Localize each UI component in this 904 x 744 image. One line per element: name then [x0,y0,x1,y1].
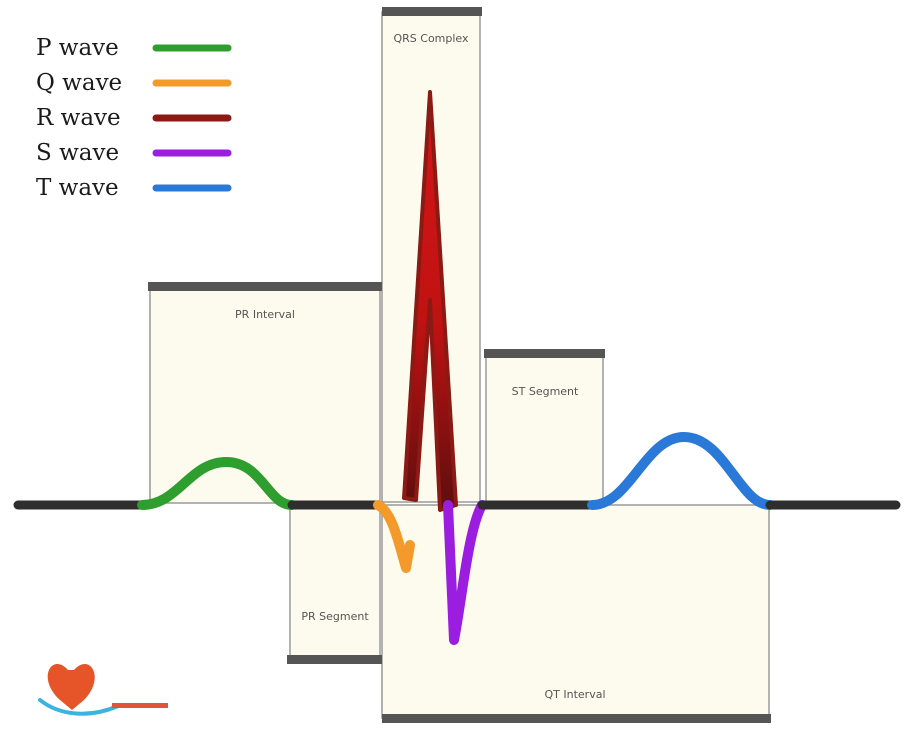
q-wave [373,500,415,573]
legend: P wave Q wave R wave S wave T wave [36,35,232,201]
heart-logo-icon [38,663,168,716]
r-wave [402,90,458,512]
legend-label-s: S wave [36,140,119,166]
ecg-trace [13,90,901,645]
pr-interval-box [149,284,381,504]
legend-label-q: Q wave [36,70,122,96]
st-segment-bar [484,349,605,358]
interval-labels: QRS Complex PR Interval ST Segment PR Se… [235,32,605,701]
interval-bars [148,7,771,723]
s-wave [443,500,487,645]
legend-item-t: T wave [36,175,232,201]
qt-interval-box [381,504,770,719]
pr-interval-bar [148,282,382,291]
p-wave [137,457,297,510]
st-segment-label: ST Segment [512,385,579,398]
legend-item-q: Q wave [36,70,232,96]
pr-segment-box [289,504,381,661]
legend-item-p: P wave [36,35,232,61]
legend-label-r: R wave [36,105,121,131]
qt-interval-bar [382,714,771,723]
qrs-complex-label: QRS Complex [393,32,469,45]
st-segment-box [485,351,604,505]
legend-item-s: S wave [36,140,232,166]
pr-segment-label: PR Segment [301,610,369,623]
legend-item-r: R wave [36,105,232,131]
legend-label-p: P wave [36,35,119,61]
qrs-complex-bar [382,7,482,16]
pr-interval-label: PR Interval [235,308,295,321]
legend-label-t: T wave [36,175,119,201]
pr-segment-bar [287,655,382,664]
qt-interval-label: QT Interval [545,688,606,701]
t-wave [587,432,775,510]
